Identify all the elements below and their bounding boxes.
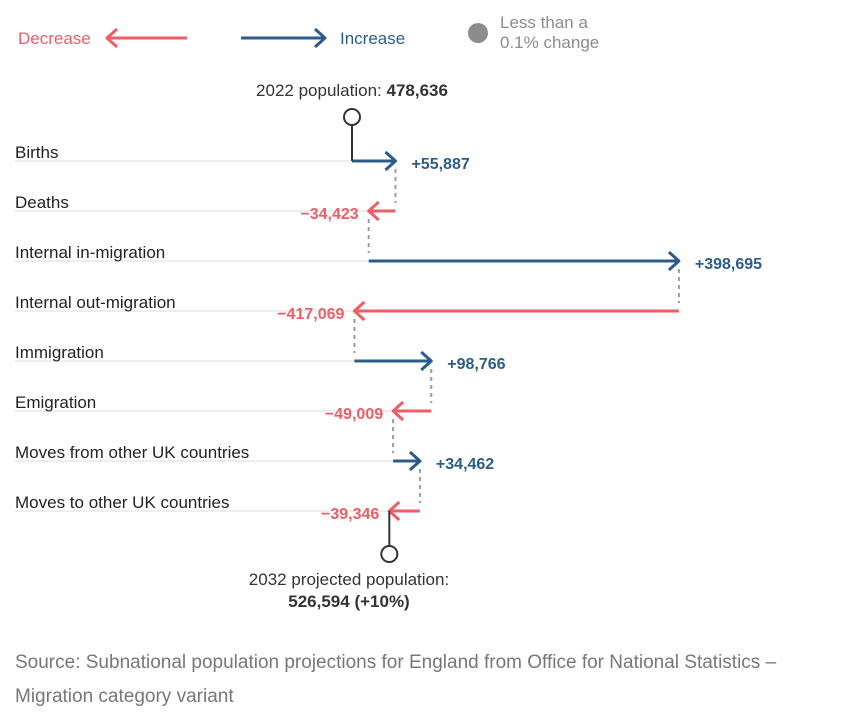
value-label: +398,695: [695, 256, 762, 273]
end-population-label: 2032 projected population:: [249, 570, 449, 589]
row-label: Deaths: [15, 193, 69, 212]
bar-arrow-head: [367, 200, 380, 222]
start-population-value: 478,636: [387, 81, 448, 100]
legend-small-change-line1: Less than a: [500, 13, 588, 32]
legend-small-change-line2: 0.1% change: [500, 33, 599, 52]
source-note: Source: Subnational population projectio…: [15, 652, 777, 707]
bar-arrow-head: [391, 400, 405, 422]
row-label: Emigration: [15, 393, 96, 412]
legend-decrease-arrow-icon: [105, 27, 187, 49]
bar-arrow-head: [352, 300, 366, 322]
bar-arrow-head: [384, 150, 397, 172]
value-label: +34,462: [436, 456, 494, 473]
waterfall-rows: Births +55,887 Deaths −34,423 Internal in-mi…: [15, 143, 762, 523]
bar-arrow-head: [667, 250, 681, 272]
end-population-value: 526,594 (+10%): [288, 592, 409, 611]
start-marker-circle: [343, 108, 361, 126]
legend-increase-label: Increase: [340, 29, 405, 48]
row-label: Internal out-migration: [15, 293, 176, 312]
row-label: Moves from other UK countries: [15, 443, 249, 462]
value-label: −417,069: [277, 306, 344, 323]
waterfall-chart: Decrease Increase Less than a 0.1% chang…: [15, 13, 762, 611]
row-label: Internal in-migration: [15, 243, 165, 262]
bar-arrow-head: [408, 450, 422, 472]
value-label: −34,423: [300, 206, 358, 223]
start-population-label: 2022 population: 478,636: [256, 81, 448, 100]
bar-arrow-head: [420, 350, 433, 372]
legend-small-change-dot-icon: [468, 23, 488, 43]
value-label: −39,346: [321, 506, 379, 523]
legend-decrease-label: Decrease: [18, 29, 91, 48]
row-label: Births: [15, 143, 58, 162]
legend: Decrease Increase Less than a 0.1% chang…: [18, 13, 599, 52]
legend-increase-arrow-icon: [241, 27, 327, 49]
value-label: −49,009: [325, 406, 383, 423]
row-label: Immigration: [15, 343, 104, 362]
row-label: Moves to other UK countries: [15, 493, 229, 512]
start-population-text: 2022 population:: [256, 81, 386, 100]
value-label: +55,887: [411, 156, 469, 173]
value-label: +98,766: [447, 356, 505, 373]
end-marker-circle: [380, 545, 399, 563]
